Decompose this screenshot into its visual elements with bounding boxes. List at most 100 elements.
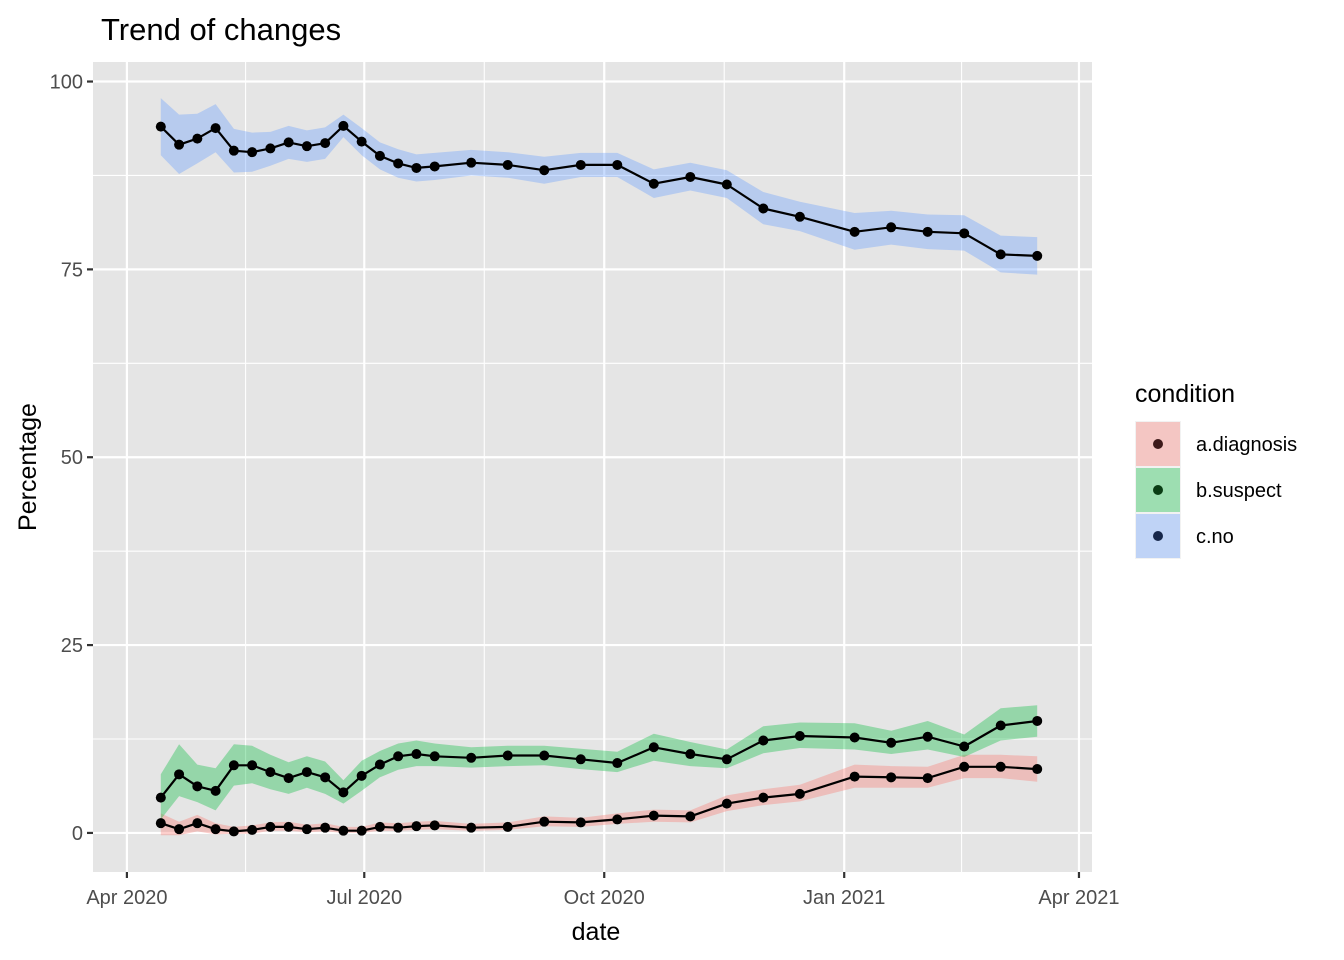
point-a.diagnosis (429, 820, 440, 831)
point-a.diagnosis (922, 773, 933, 784)
point-c.no (1032, 250, 1043, 261)
point-b.suspect (192, 781, 203, 792)
point-b.suspect (995, 720, 1006, 731)
point-c.no (922, 226, 933, 237)
point-c.no (648, 178, 659, 189)
point-c.no (155, 121, 166, 132)
x-tick-label: Jan 2021 (803, 887, 885, 909)
point-c.no (612, 159, 623, 170)
point-b.suspect (685, 749, 696, 760)
legend-label-c.no: c.no (1196, 526, 1234, 548)
y-tick-label: 25 (61, 635, 83, 657)
point-c.no (429, 161, 440, 172)
point-c.no (502, 159, 513, 170)
point-b.suspect (265, 767, 276, 778)
legend-label-a.diagnosis: a.diagnosis (1196, 434, 1297, 456)
point-c.no (374, 150, 385, 161)
point-a.diagnosis (1032, 764, 1043, 775)
point-b.suspect (721, 754, 732, 765)
point-c.no (794, 211, 805, 222)
point-a.diagnosis (466, 822, 477, 833)
point-c.no (320, 138, 331, 149)
grid-major (93, 62, 1092, 872)
chart-title: Trend of changes (101, 12, 341, 47)
x-tick-label: Apr 2020 (86, 887, 167, 909)
point-b.suspect (539, 750, 550, 761)
point-b.suspect (466, 752, 477, 763)
point-b.suspect (502, 750, 513, 761)
point-a.diagnosis (721, 798, 732, 809)
point-b.suspect (338, 787, 349, 798)
point-a.diagnosis (374, 821, 385, 832)
point-b.suspect (174, 769, 185, 780)
legend-title: condition (1135, 380, 1235, 408)
point-b.suspect (247, 760, 258, 771)
point-c.no (849, 226, 860, 237)
point-b.suspect (320, 772, 331, 783)
point-a.diagnosis (575, 817, 586, 828)
series-points (155, 120, 1043, 837)
point-a.diagnosis (411, 821, 422, 832)
point-c.no (995, 249, 1006, 260)
point-a.diagnosis (192, 818, 203, 829)
point-c.no (356, 136, 367, 147)
point-b.suspect (959, 741, 970, 752)
point-c.no (247, 147, 258, 158)
x-tick-label: Oct 2020 (564, 887, 645, 909)
point-b.suspect (648, 742, 659, 753)
point-b.suspect (301, 767, 312, 778)
y-tick-label: 100 (50, 72, 83, 94)
x-tick-label: Apr 2021 (1038, 887, 1119, 909)
point-b.suspect (575, 754, 586, 765)
point-b.suspect (1032, 715, 1043, 726)
legend-point-a.diagnosis (1153, 439, 1163, 449)
point-a.diagnosis (301, 824, 312, 835)
ribbon-c.no (160, 98, 1038, 275)
point-b.suspect (228, 760, 239, 771)
x-axis: Apr 2020 Jul 2020 Oct 2020 Jan 2021 Apr 2021 (86, 872, 1120, 909)
point-b.suspect (374, 759, 385, 770)
point-a.diagnosis (539, 816, 550, 827)
point-c.no (210, 123, 221, 134)
point-c.no (192, 133, 203, 144)
y-axis: 0 25 50 75 100 (50, 72, 93, 845)
grid-minor (93, 62, 1092, 872)
point-a.diagnosis (228, 826, 239, 837)
point-c.no (338, 120, 349, 131)
point-b.suspect (155, 792, 166, 803)
point-a.diagnosis (393, 822, 404, 833)
point-c.no (301, 141, 312, 152)
point-a.diagnosis (356, 825, 367, 836)
point-a.diagnosis (320, 822, 331, 833)
point-b.suspect (356, 770, 367, 781)
point-c.no (174, 139, 185, 150)
point-c.no (411, 162, 422, 173)
point-a.diagnosis (247, 824, 258, 835)
x-tick-label: Jul 2020 (326, 887, 402, 909)
ribbon-b.suspect (160, 705, 1038, 820)
point-c.no (685, 171, 696, 182)
point-a.diagnosis (265, 821, 276, 832)
point-b.suspect (393, 751, 404, 762)
point-a.diagnosis (612, 814, 623, 825)
y-tick-label: 75 (61, 259, 83, 281)
point-c.no (758, 203, 769, 214)
point-c.no (539, 165, 550, 176)
point-a.diagnosis (283, 821, 294, 832)
point-c.no (265, 143, 276, 154)
y-axis-title: Percentage (14, 403, 42, 531)
point-c.no (228, 145, 239, 156)
point-a.diagnosis (758, 792, 769, 803)
point-a.diagnosis (995, 761, 1006, 772)
point-b.suspect (849, 732, 860, 743)
x-axis-title: date (572, 918, 621, 946)
point-b.suspect (411, 749, 422, 760)
point-c.no (959, 228, 970, 239)
point-a.diagnosis (886, 772, 897, 783)
point-a.diagnosis (959, 761, 970, 772)
legend-label-b.suspect: b.suspect (1196, 480, 1282, 502)
point-b.suspect (283, 773, 294, 784)
point-a.diagnosis (155, 818, 166, 829)
legend: condition a.diagnosis b.suspect c.no (1135, 380, 1297, 559)
